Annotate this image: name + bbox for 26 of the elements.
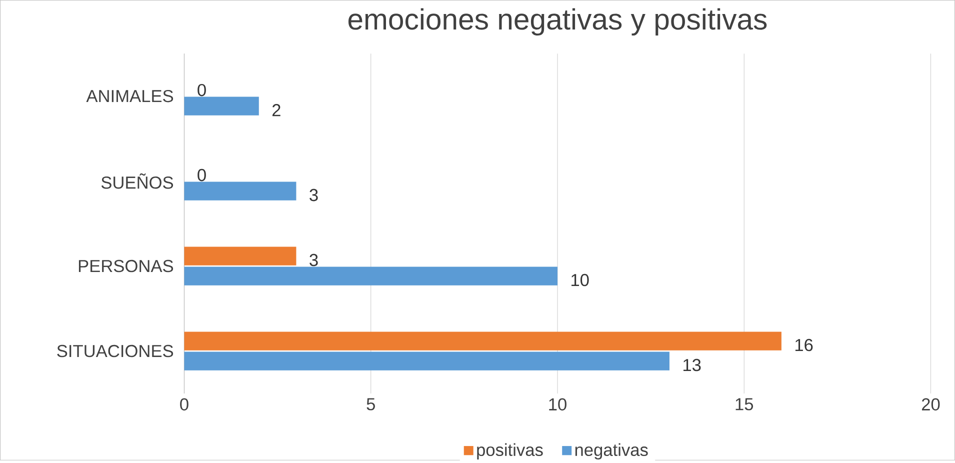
x-tick-label: 5 [366,398,375,410]
bar [184,246,296,266]
legend-label: negativas [575,443,648,460]
x-tick-label: 20 [922,398,940,410]
data-label: 13 [683,358,701,372]
bar [184,332,782,350]
y-tick-label: SITUACIONES [57,344,174,358]
data-label: 3 [310,254,318,266]
y-tick-label: ANIMALES [86,90,174,102]
x-tick-label: 0 [180,398,188,410]
chart-title: emociones negativas y positivas [348,8,767,36]
data-label: 10 [572,274,589,286]
y-tick-label: SUEÑOS [101,173,174,189]
bar [184,182,296,200]
bar [184,352,670,370]
x-tick-label: 15 [736,398,754,410]
legend-label: positivas [477,443,543,460]
y-tick-label: PERSONAS [78,260,174,272]
data-label: 2 [272,104,280,116]
data-label: 0 [198,84,206,96]
data-label: 3 [310,188,318,202]
data-label: 16 [795,338,813,352]
x-tick-label: 10 [549,398,566,410]
bar [184,96,259,116]
bar [184,266,558,286]
data-label: 0 [198,168,206,182]
